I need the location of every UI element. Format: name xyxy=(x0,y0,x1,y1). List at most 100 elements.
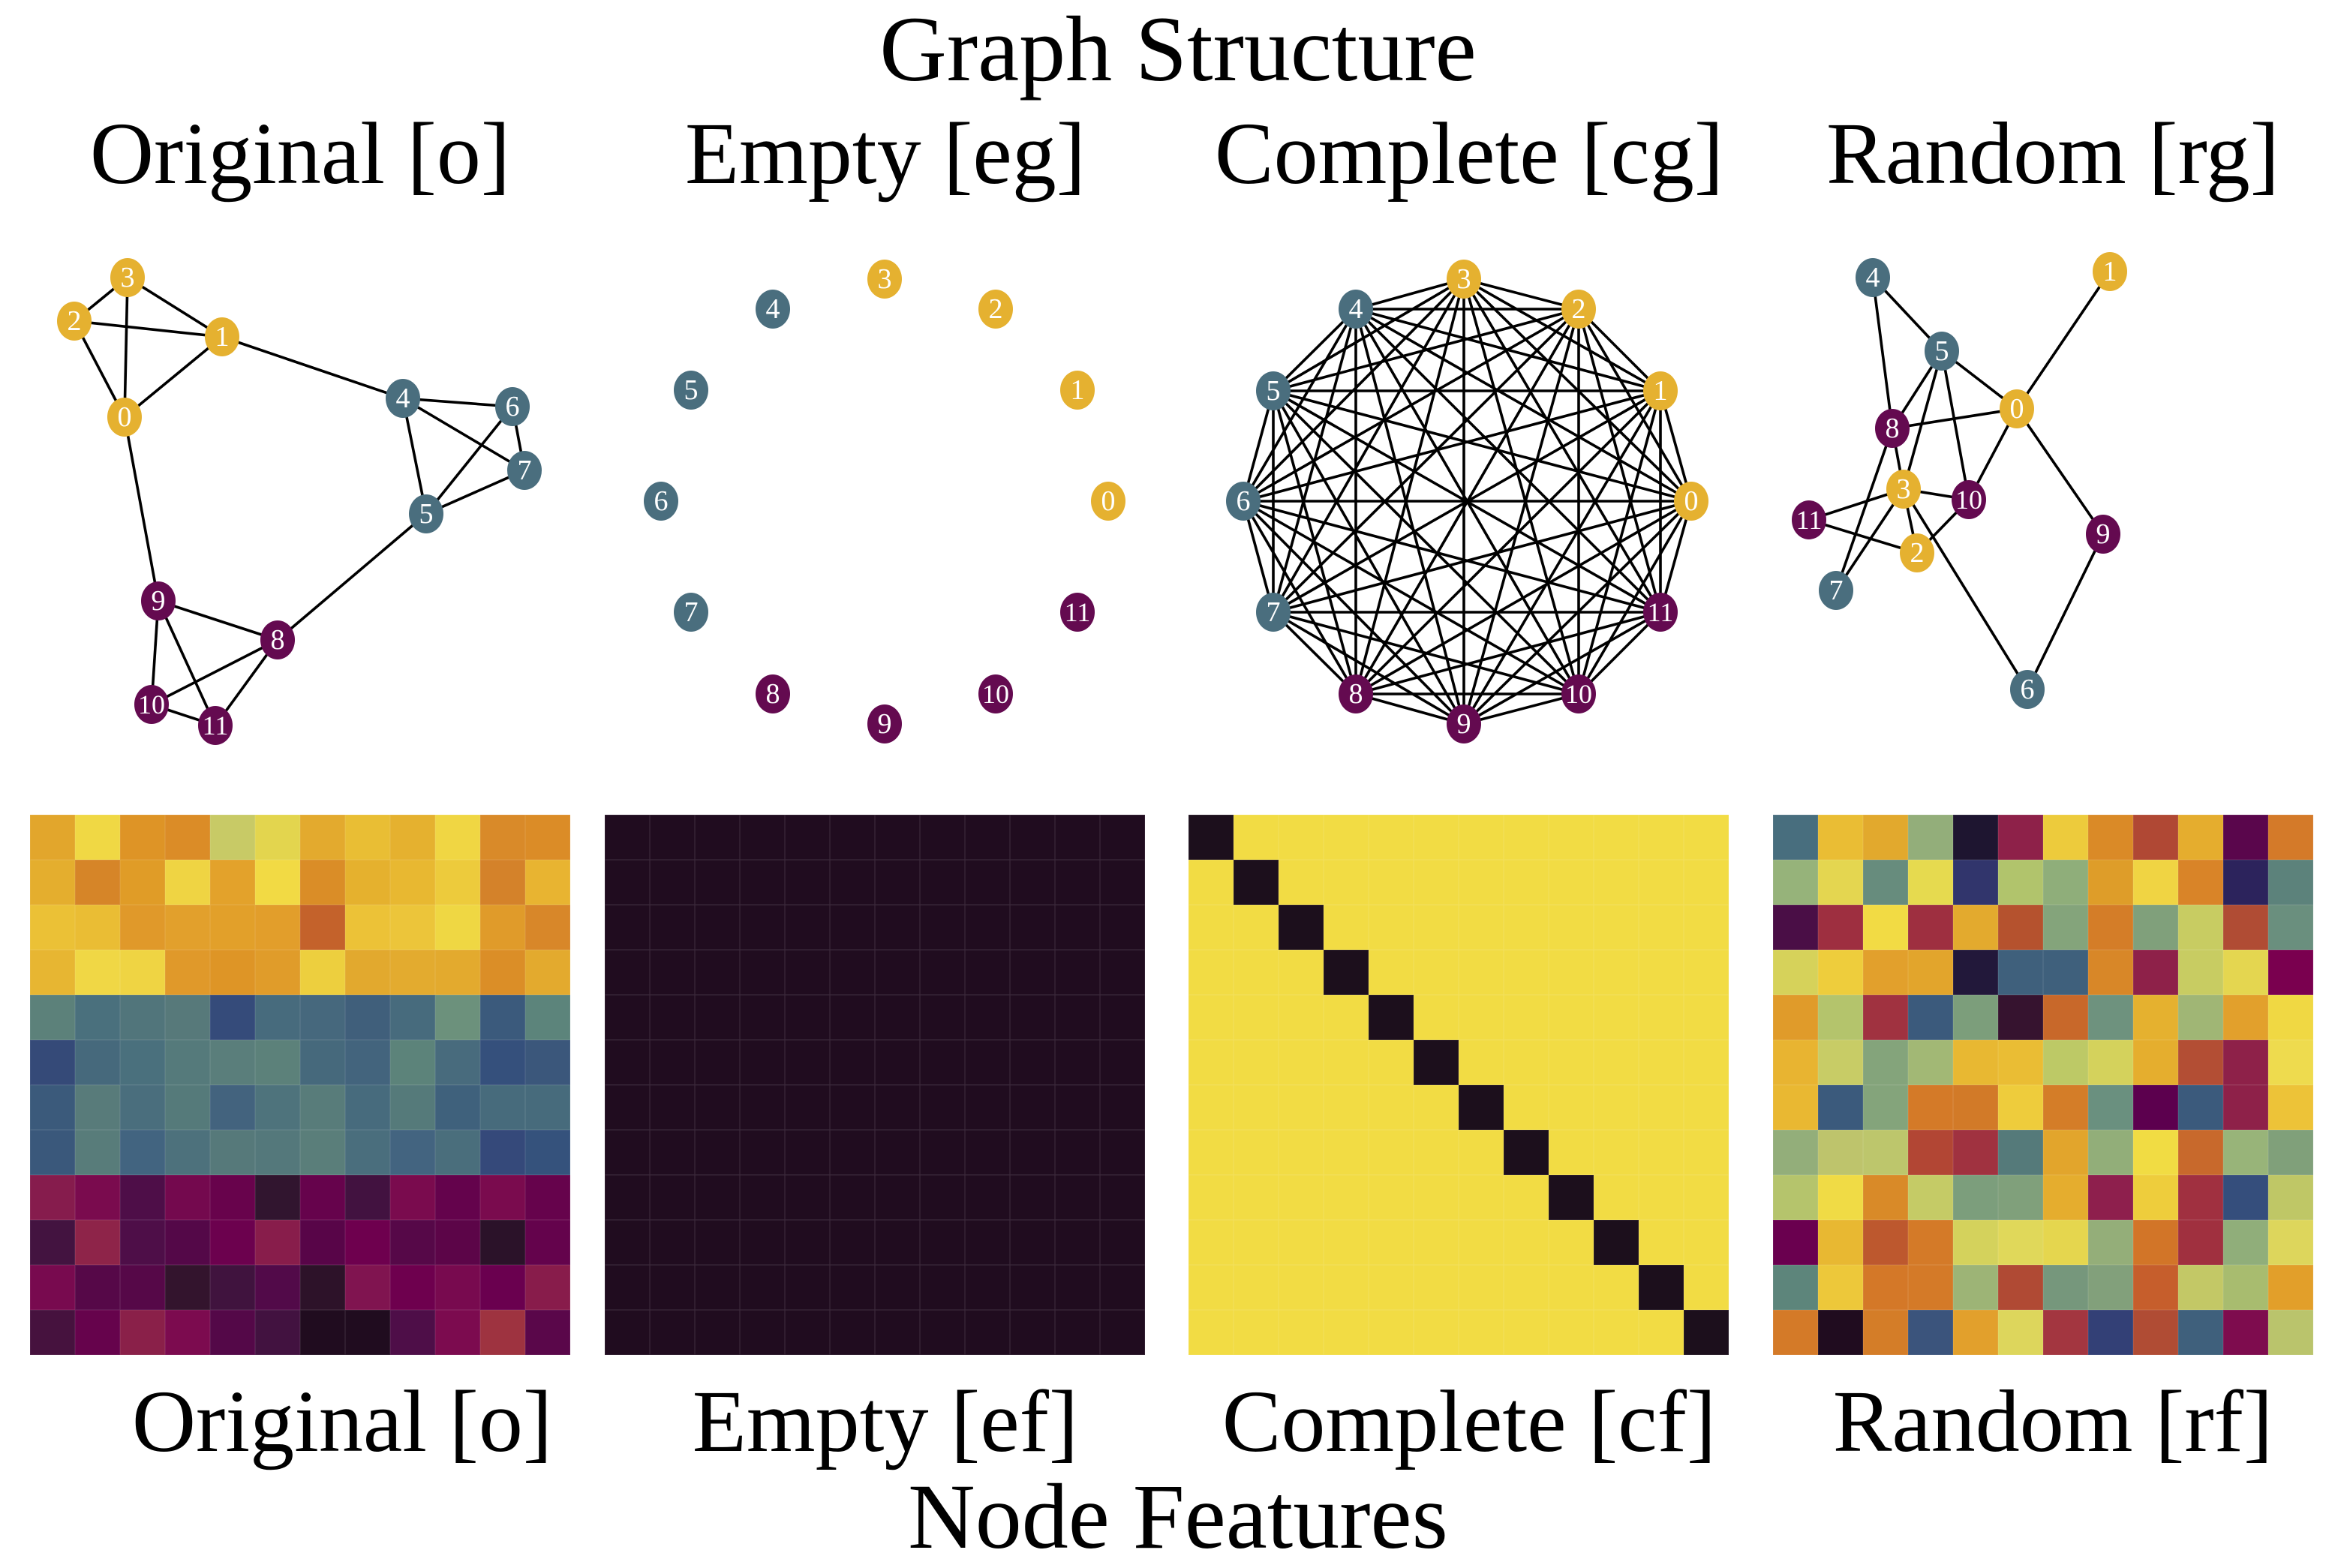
heatmap-cell xyxy=(2178,1175,2223,1220)
graph-edge xyxy=(425,469,525,515)
heatmap-cell xyxy=(1998,1175,2043,1220)
heatmap-cell xyxy=(830,1040,875,1085)
heatmap-cell xyxy=(435,1040,480,1085)
heatmap-cell xyxy=(2178,905,2223,950)
heatmap-cell xyxy=(1953,1265,1998,1310)
graph-edge xyxy=(157,600,217,726)
heatmap-cell xyxy=(120,905,165,950)
heatmap-cell xyxy=(435,1130,480,1175)
graph-node: 2 xyxy=(978,290,1013,329)
heatmap-cell xyxy=(2088,950,2133,995)
graph-edge xyxy=(221,335,404,400)
heatmap-cell xyxy=(300,995,345,1040)
graph-node: 10 xyxy=(978,674,1013,713)
heatmap-cell xyxy=(300,1310,345,1355)
heatmap-cell xyxy=(1189,950,1234,995)
heatmap-cell xyxy=(830,1085,875,1130)
heatmap-cell xyxy=(30,950,75,995)
heatmap-cell xyxy=(1369,1265,1414,1310)
heatmap-cell xyxy=(1863,1310,1908,1355)
heatmap-cell xyxy=(1324,950,1369,995)
heatmap-cell xyxy=(1010,1265,1055,1310)
graph-edge xyxy=(1902,350,1943,490)
heatmap-cell xyxy=(2043,815,2088,860)
heatmap-cell xyxy=(1639,1265,1684,1310)
node-label: 6 xyxy=(506,391,520,422)
heatmap-cell xyxy=(1324,815,1369,860)
heatmap-cell xyxy=(75,1220,120,1265)
heatmap-cell xyxy=(30,905,75,950)
graph-node: 11 xyxy=(198,706,233,745)
heatmap-cell xyxy=(605,905,650,950)
heatmap-cell xyxy=(1594,995,1639,1040)
heatmap-cell xyxy=(1908,1085,1953,1130)
heatmap-cell xyxy=(165,1220,210,1265)
heatmap-cell xyxy=(2088,1265,2133,1310)
heatmap-cell xyxy=(965,860,1010,905)
heatmap-cell xyxy=(1594,905,1639,950)
heatmap-cell xyxy=(165,905,210,950)
heatmap-cell xyxy=(390,995,435,1040)
node-label: 0 xyxy=(2010,393,2024,425)
heatmap-cell xyxy=(1998,905,2043,950)
graph-node: 2 xyxy=(57,302,92,341)
heatmap-cell xyxy=(1594,950,1639,995)
heatmap-cell xyxy=(480,995,525,1040)
heatmap-cell xyxy=(435,860,480,905)
heatmap-cell xyxy=(435,905,480,950)
heatmap-cell xyxy=(1234,1220,1279,1265)
heatmap-cell xyxy=(525,1085,570,1130)
heatmap-cell xyxy=(1684,815,1729,860)
node-features-title: Node Features xyxy=(908,1465,1448,1568)
graph-edge xyxy=(1462,278,1662,613)
graph-node: 2 xyxy=(1561,290,1596,329)
heatmap-cell xyxy=(965,1085,1010,1130)
heatmap-cell xyxy=(965,1175,1010,1220)
graph-edge xyxy=(1892,407,2018,430)
graph-edge xyxy=(1462,308,1580,725)
heatmap-cell xyxy=(1504,1130,1549,1175)
heatmap-cell xyxy=(1953,1175,1998,1220)
heatmap-cell xyxy=(30,860,75,905)
node-label: 10 xyxy=(982,679,1009,709)
heatmap-cell xyxy=(965,1220,1010,1265)
heatmap-cell xyxy=(300,950,345,995)
heatmap-cell xyxy=(345,995,390,1040)
heatmap-cell xyxy=(210,815,255,860)
heatmap-cell xyxy=(2268,905,2313,950)
heatmap-cell xyxy=(435,815,480,860)
heatmap-cell xyxy=(1504,1175,1549,1220)
graph-edge xyxy=(1808,518,1918,554)
heatmap-cell xyxy=(1279,860,1324,905)
heatmap-cell xyxy=(2223,1130,2268,1175)
heatmap-cell xyxy=(30,1085,75,1130)
node-label: 11 xyxy=(1065,597,1091,627)
heatmap-cell xyxy=(1684,950,1729,995)
heatmap-cell xyxy=(1414,905,1459,950)
heatmap-cell xyxy=(1953,1220,1998,1265)
heatmap-cell xyxy=(255,1265,300,1310)
heatmap-cell xyxy=(2268,860,2313,905)
heatmap-cell xyxy=(1234,860,1279,905)
heatmap-cell xyxy=(1773,1040,1818,1085)
graph-edge xyxy=(1355,692,1465,725)
graph-node: 0 xyxy=(107,398,142,437)
heatmap-cell xyxy=(830,905,875,950)
heatmap-cell xyxy=(920,950,965,995)
graph-edge xyxy=(1463,611,1661,725)
graph-edge xyxy=(1577,308,1662,613)
heatmap-cell xyxy=(1639,1040,1684,1085)
heatmap-cell xyxy=(1684,1130,1729,1175)
heatmap-cell xyxy=(2088,1130,2133,1175)
heatmap-cell xyxy=(1055,815,1100,860)
heatmap-cell xyxy=(740,1265,785,1310)
graph-node: 2 xyxy=(1900,533,1934,572)
heatmap-cell xyxy=(2088,995,2133,1040)
heatmap-cell xyxy=(345,1040,390,1085)
heatmap-cell xyxy=(1773,860,1818,905)
heatmap-cell xyxy=(965,815,1010,860)
heatmap-cell xyxy=(1324,995,1369,1040)
graph-edge xyxy=(401,398,428,515)
heatmap-cell xyxy=(1684,1265,1729,1310)
feature-title-empty: Empty [ef] xyxy=(692,1372,1079,1470)
